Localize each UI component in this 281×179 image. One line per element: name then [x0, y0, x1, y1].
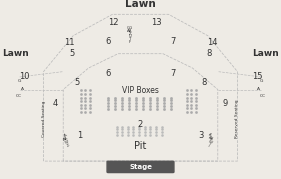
Text: G: G	[18, 79, 21, 83]
Text: U: U	[128, 34, 131, 38]
Text: A: A	[21, 87, 24, 91]
Text: 12: 12	[108, 18, 119, 27]
Text: 8: 8	[207, 49, 212, 58]
Text: CC: CC	[260, 94, 266, 98]
Text: 5: 5	[69, 49, 74, 58]
Text: 6: 6	[105, 69, 111, 78]
Text: GG: GG	[127, 26, 133, 30]
Text: Z: Z	[66, 143, 71, 147]
Text: 1: 1	[78, 131, 83, 140]
Text: AA: AA	[127, 29, 133, 33]
Text: 15: 15	[252, 72, 262, 81]
Text: 10: 10	[19, 72, 29, 81]
Text: Reserved Seating: Reserved Seating	[235, 100, 239, 138]
Text: J: J	[207, 143, 210, 147]
Text: W: W	[207, 139, 213, 144]
Text: Lawn: Lawn	[252, 49, 279, 58]
FancyBboxPatch shape	[107, 161, 174, 173]
Text: Pit: Pit	[134, 141, 147, 151]
Text: AA: AA	[62, 136, 69, 142]
Text: 9: 9	[223, 99, 228, 108]
Text: A: A	[64, 133, 68, 137]
Text: AA: AA	[207, 136, 214, 142]
Text: 6: 6	[105, 37, 111, 46]
Text: T: T	[129, 37, 131, 41]
Text: 2: 2	[138, 120, 143, 129]
Text: Covered Seating: Covered Seating	[42, 101, 46, 137]
Text: Lawn: Lawn	[2, 49, 29, 58]
Text: G: G	[260, 79, 263, 83]
Text: Z: Z	[128, 32, 131, 36]
Text: F: F	[129, 40, 131, 43]
Text: Lawn: Lawn	[125, 0, 156, 9]
Text: CC: CC	[15, 94, 21, 98]
Text: A: A	[207, 133, 212, 137]
Text: 8: 8	[201, 78, 207, 87]
Text: W: W	[64, 139, 69, 144]
Text: 5: 5	[75, 78, 80, 87]
Text: 13: 13	[151, 18, 161, 27]
Text: Stage: Stage	[129, 164, 152, 170]
Text: 7: 7	[170, 37, 176, 46]
Text: A: A	[257, 87, 260, 91]
Text: 11: 11	[64, 38, 74, 47]
Text: 4: 4	[53, 99, 58, 108]
Text: 14: 14	[207, 38, 217, 47]
Text: VIP Boxes: VIP Boxes	[122, 86, 159, 95]
Text: 3: 3	[198, 131, 204, 140]
Text: 7: 7	[170, 69, 176, 78]
